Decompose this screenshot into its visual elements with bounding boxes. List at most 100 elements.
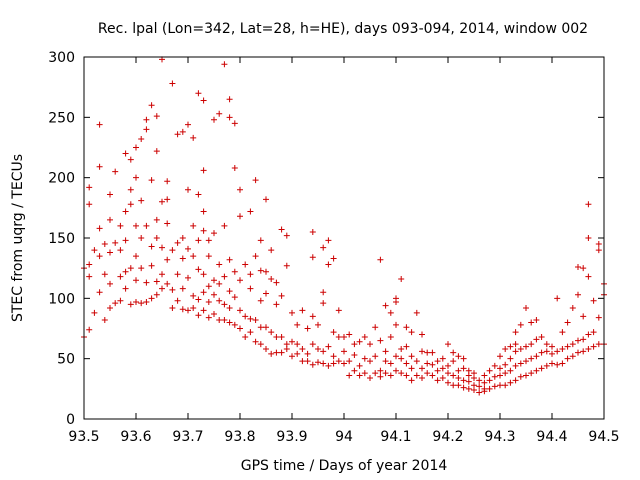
data-point (549, 350, 555, 357)
data-point (460, 384, 467, 391)
data-point (346, 331, 353, 338)
data-point (96, 253, 103, 260)
data-point (585, 201, 592, 208)
data-point (429, 349, 436, 356)
data-point (169, 247, 176, 254)
data-point (278, 226, 285, 233)
data-point (164, 178, 171, 185)
data-point (263, 346, 269, 353)
data-point (242, 333, 249, 340)
data-point (200, 307, 207, 314)
data-point (387, 360, 394, 367)
data-point (315, 346, 321, 353)
data-point (523, 343, 529, 350)
data-point (138, 265, 145, 272)
data-point (221, 222, 228, 229)
data-point (445, 379, 451, 386)
data-point (231, 321, 238, 328)
data-point (351, 367, 358, 374)
data-point (356, 372, 363, 379)
data-point (309, 361, 316, 368)
data-point (403, 343, 410, 350)
data-point (257, 297, 264, 304)
data-point (497, 353, 503, 360)
data-point (595, 314, 602, 321)
data-point (580, 348, 587, 355)
data-point (325, 261, 332, 268)
data-point (211, 277, 217, 284)
data-point (382, 358, 389, 365)
data-point (559, 346, 566, 353)
data-point (320, 348, 327, 355)
data-point (320, 289, 327, 296)
data-point (153, 235, 160, 241)
data-point (408, 353, 415, 360)
data-point (403, 324, 410, 331)
data-point (221, 61, 228, 68)
data-point (86, 184, 93, 191)
data-point (216, 280, 223, 287)
data-point (86, 273, 93, 280)
x-axis-title: GPS time / Days of year 2014 (241, 458, 448, 474)
data-point (502, 370, 509, 377)
data-point (507, 379, 514, 386)
data-point (434, 377, 441, 384)
data-point (575, 337, 581, 344)
data-point (361, 355, 368, 362)
data-point (393, 321, 399, 328)
data-point (91, 309, 98, 316)
data-point (169, 80, 176, 87)
data-point (341, 348, 347, 355)
data-point (315, 321, 321, 328)
data-point (424, 360, 431, 367)
data-point (231, 294, 238, 301)
data-point (502, 361, 509, 368)
data-point (231, 120, 238, 127)
data-point (112, 168, 119, 175)
data-point (585, 273, 592, 280)
data-point (112, 239, 119, 246)
data-point (252, 317, 259, 324)
x-tick-label: 93.9 (276, 429, 307, 445)
data-point (148, 177, 155, 184)
data-point (263, 196, 269, 203)
data-points (81, 56, 607, 396)
data-point (268, 276, 275, 283)
data-point (512, 362, 519, 369)
data-point (507, 367, 514, 374)
data-point (138, 300, 145, 307)
data-point (164, 280, 171, 287)
data-point (486, 367, 493, 374)
data-point (460, 377, 467, 384)
data-point (424, 370, 431, 377)
data-point (174, 131, 181, 138)
data-point (133, 253, 139, 260)
data-point (564, 319, 571, 326)
data-point (299, 307, 306, 314)
data-point (226, 304, 233, 311)
y-tick-label: 150 (48, 231, 75, 247)
data-point (190, 253, 197, 260)
data-point (127, 301, 134, 308)
data-point (481, 385, 488, 392)
data-point (497, 372, 503, 379)
data-point (200, 271, 207, 278)
data-point (543, 341, 550, 348)
x-tick-label: 94.2 (432, 429, 463, 445)
data-point (309, 341, 316, 348)
data-point (164, 256, 171, 263)
data-point (590, 343, 597, 350)
data-point (497, 382, 503, 389)
data-point (133, 222, 139, 229)
data-point (252, 253, 259, 260)
data-point (361, 333, 368, 340)
data-point (190, 304, 197, 311)
data-point (309, 228, 316, 235)
data-point (434, 367, 441, 374)
data-point (179, 285, 186, 292)
data-point (205, 298, 212, 305)
data-point (252, 338, 259, 345)
data-point (554, 361, 561, 368)
data-point (289, 353, 295, 360)
